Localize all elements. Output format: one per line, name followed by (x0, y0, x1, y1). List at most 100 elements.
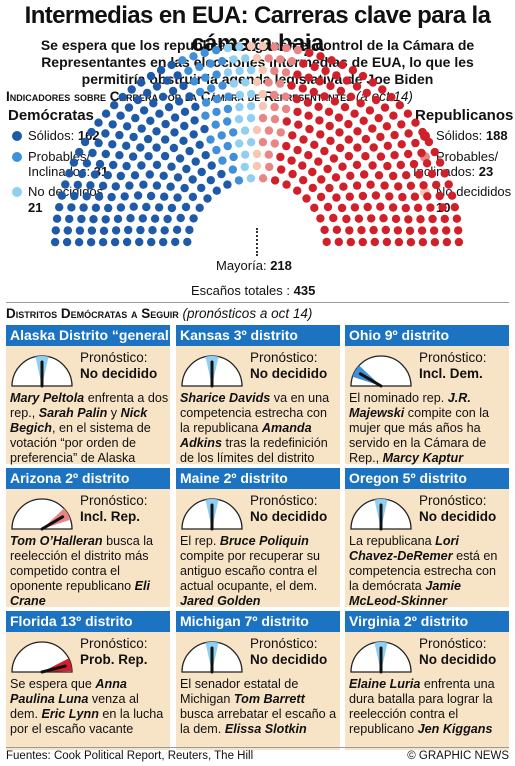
seat-dot (360, 170, 369, 179)
majority-value: 218 (270, 258, 292, 273)
seat-dot (87, 127, 96, 137)
footer-sources: Fuentes: Cook Political Report, Reuters,… (6, 750, 254, 762)
seat-dot (404, 149, 413, 159)
seat-dot (418, 238, 428, 247)
seat-dot (264, 126, 274, 135)
seat-dot (258, 65, 267, 75)
seat-dot (270, 139, 279, 148)
seat-dot (207, 161, 216, 170)
seat-dot (116, 171, 126, 181)
seat-dot (414, 170, 424, 179)
seat-dot (167, 162, 176, 171)
seat-dot (179, 81, 188, 91)
seat-dot (234, 176, 244, 185)
legend-rep-solid: Sólidos: 188 (436, 128, 508, 144)
seat-dot (176, 213, 185, 223)
seat-dot (168, 86, 178, 96)
seat-dot (103, 171, 113, 180)
seat-dot (395, 101, 404, 110)
seat-dot (146, 116, 155, 126)
district-name: Virginia 2º distrito (345, 611, 509, 632)
seat-dot (108, 120, 117, 129)
seat-dot (305, 124, 314, 134)
seat-dot (167, 203, 177, 213)
seat-dot (380, 181, 389, 190)
seat-dot (368, 161, 377, 170)
seat-dot (124, 225, 133, 235)
seat-dot (317, 175, 326, 184)
seat-dot (90, 170, 100, 179)
seat-dot (129, 132, 138, 142)
seat-dot (110, 237, 120, 247)
seat-dot (281, 104, 291, 114)
seat-dot (218, 156, 227, 165)
seat-dot (369, 143, 378, 152)
seat-dot (108, 140, 117, 149)
forecast-gauge-icon (350, 355, 412, 388)
seat-dot (163, 214, 172, 224)
seat-dot (162, 76, 172, 85)
seat-dot (352, 82, 362, 91)
seat-dot (270, 66, 279, 76)
district-card: Ohio 9º distrito Pronóstico: Incl. Dem. El … (345, 325, 509, 465)
seat-dot (189, 130, 198, 139)
legend-rep-solid-swatch (420, 131, 430, 141)
seat-dot (130, 171, 140, 180)
seat-dot (189, 214, 198, 223)
district-card: Oregon 5º distrito Pronóstico: No decidido… (345, 468, 509, 608)
seat-dot (320, 92, 329, 101)
seat-dot (413, 203, 423, 212)
district-card: Kansas 3º distrito Pronóstico: No decidido… (176, 325, 340, 465)
seat-dot (452, 214, 462, 223)
seat-dot (191, 157, 200, 166)
seat-dot (270, 90, 279, 100)
seat-dot (217, 57, 227, 66)
seat-dot (115, 151, 124, 160)
seat-dot (418, 127, 427, 137)
seat-dot (396, 160, 405, 170)
seat-dot (110, 101, 119, 110)
seat-dot (235, 102, 244, 112)
seat-dot (125, 181, 134, 190)
seat-dot (299, 176, 308, 185)
parliament-chart (50, 41, 464, 247)
seat-dot (398, 192, 407, 202)
seat-dot (99, 226, 109, 235)
seat-dot (388, 203, 398, 212)
seat-dot (334, 237, 343, 247)
seat-dot (310, 203, 319, 212)
seat-dot (270, 115, 280, 124)
seat-dot (324, 107, 334, 117)
seat-dot (428, 214, 437, 224)
seat-dot (359, 116, 368, 126)
seat-dot (444, 180, 453, 189)
seat-dot (376, 132, 385, 142)
seat-dot (224, 92, 233, 101)
seat-dot (371, 95, 381, 105)
seat-dot (79, 203, 88, 212)
seat-dot (314, 102, 323, 112)
seat-dot (167, 60, 176, 70)
section2-title: Distritos Demócratas a Seguir (6, 306, 179, 321)
seat-dot (170, 113, 180, 122)
seat-dot (381, 225, 390, 235)
seat-dot (223, 180, 232, 189)
seat-dot (389, 171, 398, 181)
seat-dot (287, 81, 296, 90)
forecast-value: No decidido (250, 509, 328, 524)
forecast-gauge-icon (350, 498, 412, 531)
seat-dot (332, 71, 341, 80)
district-name: Arizona 2º distrito (6, 468, 170, 489)
seat-dot (246, 113, 256, 123)
seat-dot (352, 181, 362, 190)
seat-dot (404, 129, 413, 138)
seat-dot (188, 192, 198, 202)
forecast-gauge-icon (11, 355, 73, 388)
seat-dot (302, 194, 311, 203)
seat-dot (111, 226, 121, 235)
seat-dot (180, 183, 189, 193)
seat-dot (67, 203, 76, 212)
forecast-label: Pronóstico: (419, 636, 487, 651)
seat-dot (281, 92, 290, 101)
seat-dot (442, 237, 452, 247)
